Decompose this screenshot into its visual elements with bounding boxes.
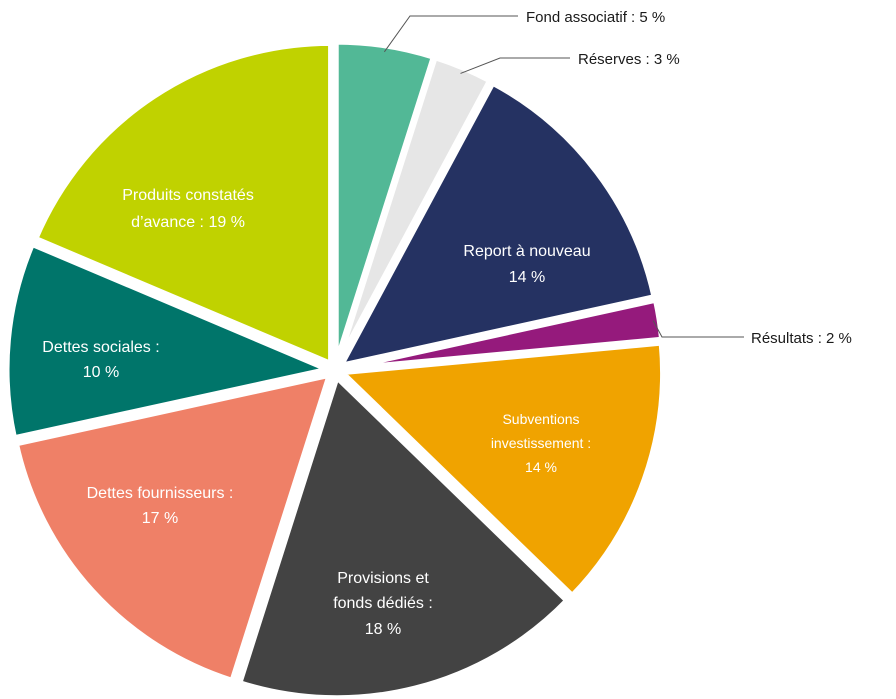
slice-value-provisions: 18 %: [365, 621, 401, 638]
pie-slice-dettes-sociales: [4, 242, 330, 441]
pie-slice-reserves: [335, 55, 493, 366]
slice-value-report-a-nouveau: 14 %: [509, 269, 545, 286]
slice-labels: Fond associatif : 5 % Réserves : 3 % Rés…: [42, 9, 852, 638]
slice-label-reserves: Réserves : 3 %: [578, 51, 680, 68]
pie-slice-produits-constates: [33, 40, 334, 366]
slice-label-dettes-sociales: Dettes sociales :: [42, 339, 159, 356]
slice-label-report-a-nouveau: Report à nouveau: [463, 243, 590, 260]
slice-label-dettes-fournisseurs: Dettes fournisseurs :: [87, 485, 234, 502]
slice-label-produits-constates-line1: Produits constatés: [122, 187, 254, 204]
slice-label-subventions-line1: Subventions: [502, 411, 579, 427]
slice-label-provisions-line2: fonds dédiés :: [333, 595, 433, 612]
callout-leader-lines: [383, 15, 744, 338]
slice-label-subventions-line2: investissement :: [491, 435, 591, 451]
slice-value-dettes-sociales: 10 %: [83, 364, 119, 381]
pie-slice-subventions: [340, 340, 666, 598]
pie-slice-provisions: [237, 375, 570, 699]
pie-slice-dettes-fournisseurs: [13, 372, 332, 683]
slice-value-dettes-fournisseurs: 17 %: [142, 510, 178, 527]
slice-label-provisions-line1: Provisions et: [337, 570, 429, 587]
slice-label-resultats: Résultats : 2 %: [751, 330, 852, 347]
leader-line-reserves: [460, 57, 570, 74]
leader-line-resultats: [652, 320, 744, 338]
slice-label-produits-constates-line2: d’avance : 19 %: [131, 214, 245, 231]
pie-slice-report-a-nouveau: [338, 80, 657, 368]
slice-label-fond-associatif: Fond associatif : 5 %: [526, 9, 665, 26]
slice-value-subventions: 14 %: [525, 459, 557, 475]
pie-slice-resultats: [340, 297, 665, 372]
leader-line-fond-associatif: [383, 15, 518, 53]
pie-slices: [4, 39, 666, 699]
